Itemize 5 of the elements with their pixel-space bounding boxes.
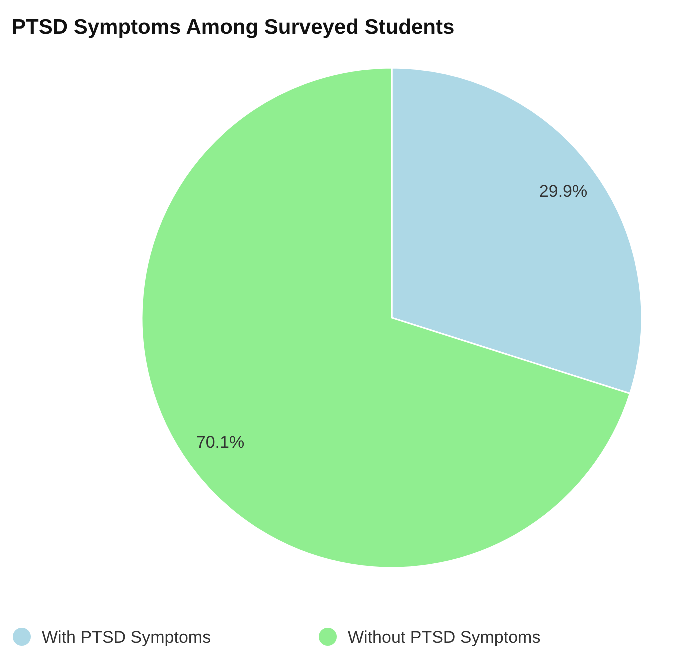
legend-label: Without PTSD Symptoms xyxy=(348,628,541,647)
chart-title: PTSD Symptoms Among Surveyed Students xyxy=(12,16,455,39)
legend-label: With PTSD Symptoms xyxy=(42,628,212,647)
data-label: 70.1% xyxy=(196,432,245,452)
data-label: 29.9% xyxy=(539,182,588,202)
